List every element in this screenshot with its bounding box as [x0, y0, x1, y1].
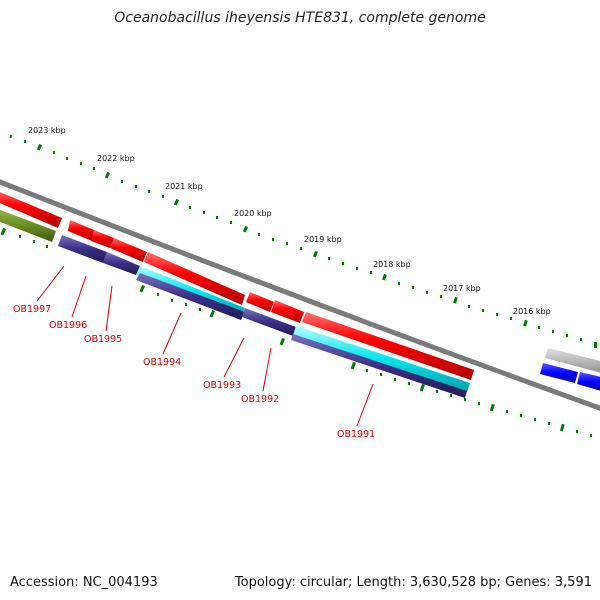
outer-scale: [9, 134, 597, 348]
grey-feature[interactable]: [545, 348, 600, 374]
scale-label-2017: 2017 kbp: [443, 284, 481, 293]
scale-label-2022: 2022 kbp: [97, 154, 135, 163]
forward-cds[interactable]: [68, 220, 94, 241]
reverse-cds[interactable]: [136, 273, 245, 320]
reverse-cds[interactable]: [103, 252, 140, 275]
accession-text: Accession: NC_004193: [10, 575, 158, 590]
scale-label-2016: 2016 kbp: [513, 307, 551, 316]
forward-cds[interactable]: [302, 312, 474, 380]
reverse-cds[interactable]: [291, 334, 467, 398]
gene-label-ob1992[interactable]: OB1992: [241, 394, 279, 405]
forward-cds-left[interactable]: [0, 190, 62, 228]
scale-label-2021: 2021 kbp: [165, 182, 203, 191]
scale-label-2020: 2020 kbp: [234, 209, 272, 218]
forward-cds[interactable]: [271, 300, 304, 323]
reverse-strand: [0, 208, 600, 398]
gene-label-ob1994[interactable]: OB1994: [143, 357, 181, 368]
other-feature[interactable]: [0, 208, 56, 242]
genome-title: Oceanobacillus iheyensis HTE831, complet…: [114, 10, 486, 26]
label-leaders: [36, 265, 374, 427]
forward-cds[interactable]: [144, 252, 245, 305]
gene-label-ob1997[interactable]: OB1997: [13, 304, 51, 315]
reverse-cds[interactable]: [242, 308, 296, 336]
scale-label-2019: 2019 kbp: [304, 235, 342, 244]
blue-feature[interactable]: [540, 363, 578, 383]
forward-cds[interactable]: [91, 230, 114, 248]
scale-label-2023: 2023 kbp: [28, 126, 66, 135]
scale-label-2018: 2018 kbp: [373, 260, 411, 269]
forward-cds[interactable]: [246, 292, 274, 312]
gene-label-ob1993[interactable]: OB1993: [203, 380, 241, 391]
backbone: [0, 179, 600, 411]
forward-cds[interactable]: [110, 238, 147, 262]
inner-scale: [0, 227, 592, 437]
gene-label-ob1991[interactable]: OB1991: [337, 429, 375, 440]
forward-strand: [0, 190, 600, 380]
gene-label-ob1996[interactable]: OB1996: [49, 320, 87, 331]
gene-label-ob1995[interactable]: OB1995: [84, 334, 122, 345]
rna-feature[interactable]: [293, 326, 470, 392]
genome-summary-text: Topology: circular; Length: 3,630,528 bp…: [234, 575, 592, 590]
reverse-cds[interactable]: [58, 235, 107, 263]
blue-feature[interactable]: [577, 372, 600, 392]
